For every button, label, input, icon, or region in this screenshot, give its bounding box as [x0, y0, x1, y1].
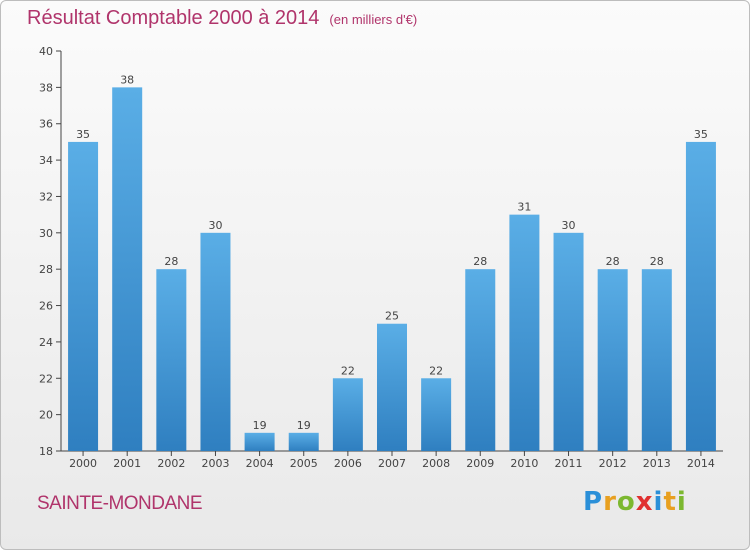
bar-2003: [200, 232, 231, 451]
logo-letter: x: [635, 487, 654, 517]
bar-2005: [288, 432, 319, 451]
data-label-2013: 28: [650, 255, 664, 268]
y-tick-label: 24: [39, 336, 53, 349]
bar-2002: [156, 269, 187, 451]
data-label-2002: 28: [164, 255, 178, 268]
y-tick-label: 34: [39, 154, 53, 167]
bar-2000: [68, 141, 99, 451]
bar-2012: [597, 269, 628, 451]
data-label-2006: 22: [341, 364, 355, 377]
x-tick-label-2006: 2006: [334, 457, 362, 470]
data-label-2008: 22: [429, 364, 443, 377]
y-axis: 18 20 22 24 26 28 30 32 34 36 38 40: [39, 45, 62, 458]
x-tick-label-2004: 2004: [246, 457, 274, 470]
data-label-2005: 19: [297, 419, 311, 432]
chart-title-block: Résultat Comptable 2000 à 2014 (en millie…: [27, 7, 417, 30]
bar-2009: [465, 269, 496, 451]
y-tick-label: 20: [39, 409, 53, 422]
data-label-2001: 38: [120, 73, 134, 86]
x-tick-label-2012: 2012: [599, 457, 627, 470]
x-tick-label-2014: 2014: [687, 457, 715, 470]
proxiti-logo: Proxiti: [583, 487, 687, 517]
y-tick-label: 26: [39, 300, 53, 313]
data-label-2004: 19: [253, 419, 267, 432]
y-tick-label: 40: [39, 45, 53, 58]
x-tick-label-2011: 2011: [555, 457, 583, 470]
y-tick-label: 18: [39, 445, 53, 458]
bar-2010: [509, 214, 540, 451]
logo-letter: P: [583, 487, 604, 517]
chart-title: Résultat Comptable 2000 à 2014: [27, 7, 320, 29]
x-tick-label-2002: 2002: [157, 457, 185, 470]
bar-2001: [112, 87, 143, 451]
bar-2014: [685, 141, 716, 451]
logo-letter: r: [603, 487, 617, 517]
logo-letter: o: [616, 487, 636, 517]
x-tick-label-2013: 2013: [643, 457, 671, 470]
y-tick-label: 30: [39, 227, 53, 240]
y-tick-label: 32: [39, 190, 53, 203]
x-tick-label-2000: 2000: [69, 457, 97, 470]
x-tick-label-2007: 2007: [378, 457, 406, 470]
x-tick-label-2008: 2008: [422, 457, 450, 470]
data-label-2011: 30: [562, 219, 576, 232]
data-label-2010: 31: [517, 201, 531, 214]
location-name: SAINTE-MONDANE: [37, 493, 203, 514]
bar-2013: [641, 269, 672, 451]
x-tick-label-2001: 2001: [113, 457, 141, 470]
data-label-2000: 35: [76, 128, 90, 141]
y-tick-label: 36: [39, 118, 53, 131]
y-tick-label: 38: [39, 81, 53, 94]
data-labels: 35 38 28 30 19 19 22 25 22 28 31 30 28 28 35: [76, 73, 708, 431]
logo-letter: i: [676, 487, 687, 517]
data-label-2014: 35: [694, 128, 708, 141]
x-tick-label-2003: 2003: [201, 457, 229, 470]
data-label-2007: 25: [385, 310, 399, 323]
bar-2008: [421, 378, 452, 451]
bar-2007: [377, 323, 407, 451]
bar-2006: [332, 378, 363, 451]
x-tick-label-2009: 2009: [466, 457, 494, 470]
y-tick-label: 22: [39, 372, 53, 385]
x-axis: 2000 2001 2002 2003 2004 2005 2006 2007 2008 2009…: [61, 450, 723, 470]
logo-letter: t: [663, 487, 677, 517]
x-tick-label-2005: 2005: [290, 457, 318, 470]
logo-letter: i: [653, 487, 664, 517]
bar-2004: [244, 432, 275, 451]
bar-2011: [553, 232, 584, 451]
chart-subtitle: (en milliers d'€): [329, 12, 418, 27]
data-label-2003: 30: [208, 219, 222, 232]
data-label-2009: 28: [473, 255, 487, 268]
data-label-2012: 28: [606, 255, 620, 268]
y-tick-label: 28: [39, 263, 53, 276]
bars: [68, 87, 716, 451]
x-tick-label-2010: 2010: [510, 457, 538, 470]
